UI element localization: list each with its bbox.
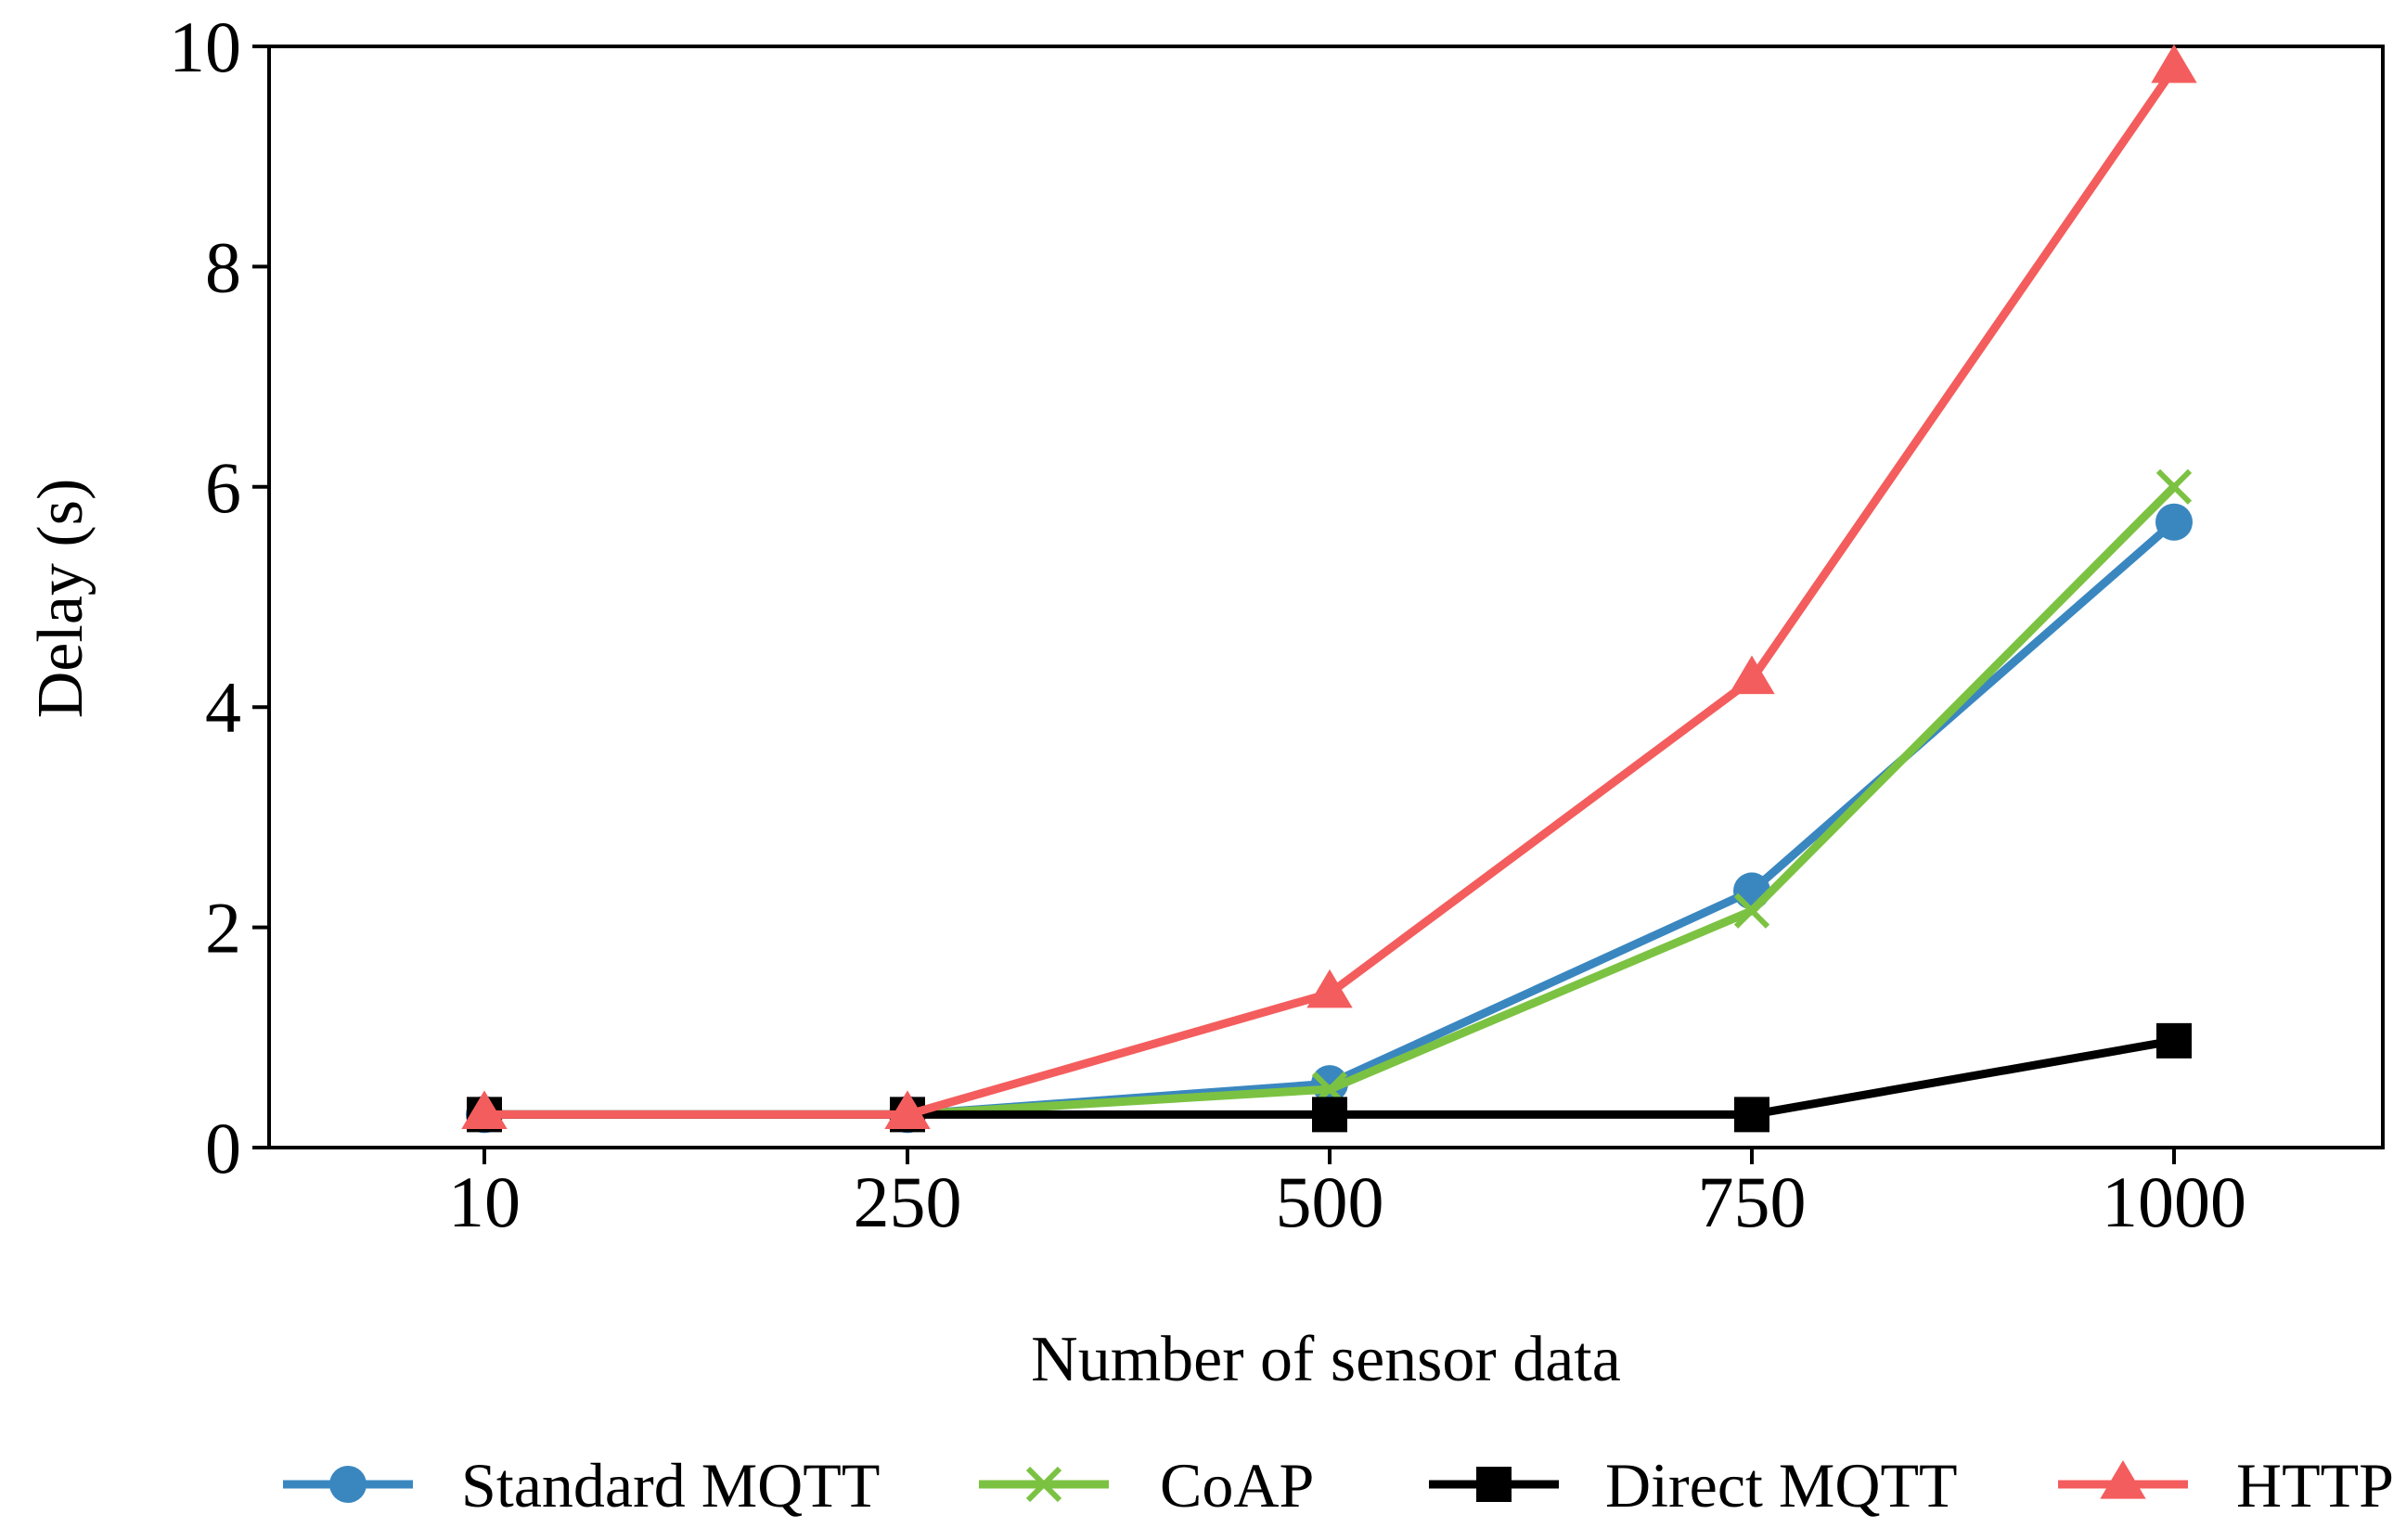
legend-label-coap: CoAP — [1160, 1450, 1314, 1521]
data-point-coap-1000-stroke-b — [2155, 468, 2193, 505]
data-point-direct-mqtt-750 — [1734, 1097, 1769, 1133]
data-point-http-10 — [461, 1090, 508, 1129]
legend-marker-standard-mqtt — [329, 1466, 367, 1503]
legend-marker-http — [2100, 1460, 2146, 1499]
y-axis-title: Delay (s) — [25, 479, 96, 719]
plot-frame — [267, 45, 2385, 1149]
x-tick-label-750: 750 — [1698, 1161, 1807, 1242]
x-tick-label-500: 500 — [1276, 1161, 1384, 1242]
y-tick-label-8: 8 — [205, 226, 241, 307]
data-point-coap-750-stroke-b — [1733, 892, 1770, 929]
data-point-http-250 — [884, 1090, 931, 1129]
data-point-coap-1000 — [2155, 468, 2193, 505]
series-line-http — [480, 64, 2179, 1119]
series-line-coap — [480, 482, 2179, 1119]
series-layer — [461, 44, 2197, 1134]
legend: Standard MQTT CoAP Direct MQTT HTTP — [283, 1450, 2394, 1521]
x-tick-label-10: 10 — [448, 1161, 521, 1242]
data-point-direct-mqtt-500 — [1312, 1097, 1347, 1133]
y-tick-label-2: 2 — [205, 888, 241, 969]
data-point-coap-750 — [1733, 892, 1770, 929]
data-point-http-500 — [1306, 969, 1353, 1008]
data-point-http-750 — [1729, 655, 1775, 695]
legend-label-http: HTTP — [2236, 1450, 2394, 1521]
x-tick-label-250: 250 — [854, 1161, 962, 1242]
legend-label-direct-mqtt: Direct MQTT — [1605, 1450, 1958, 1521]
data-point-direct-mqtt-1000 — [2156, 1022, 2192, 1059]
legend-label-standard-mqtt: Standard MQTT — [461, 1450, 880, 1521]
y-tick-label-4: 4 — [205, 667, 241, 748]
legend-marker-coap-stroke-b — [1025, 1466, 1062, 1503]
legend-marker-direct-mqtt — [1476, 1467, 1512, 1502]
series-line-standard-mqtt — [480, 518, 2179, 1119]
y-tick-label-0: 0 — [205, 1108, 241, 1188]
x-tick-label-1000: 1000 — [2102, 1161, 2246, 1242]
data-point-standard-mqtt-1000 — [2155, 503, 2193, 541]
data-point-standard-mqtt-750 — [1733, 872, 1770, 910]
x-axis-ticks: 10 250 500 750 1000 — [448, 1148, 2246, 1242]
y-tick-label-10: 10 — [169, 6, 241, 87]
y-axis-ticks: 0 2 4 6 8 10 — [169, 6, 269, 1188]
y-tick-label-6: 6 — [205, 447, 241, 528]
legend-marker-coap — [1025, 1466, 1062, 1503]
x-axis-title: Number of sensor data — [1031, 1324, 1621, 1395]
data-point-http-1000 — [2151, 44, 2197, 83]
